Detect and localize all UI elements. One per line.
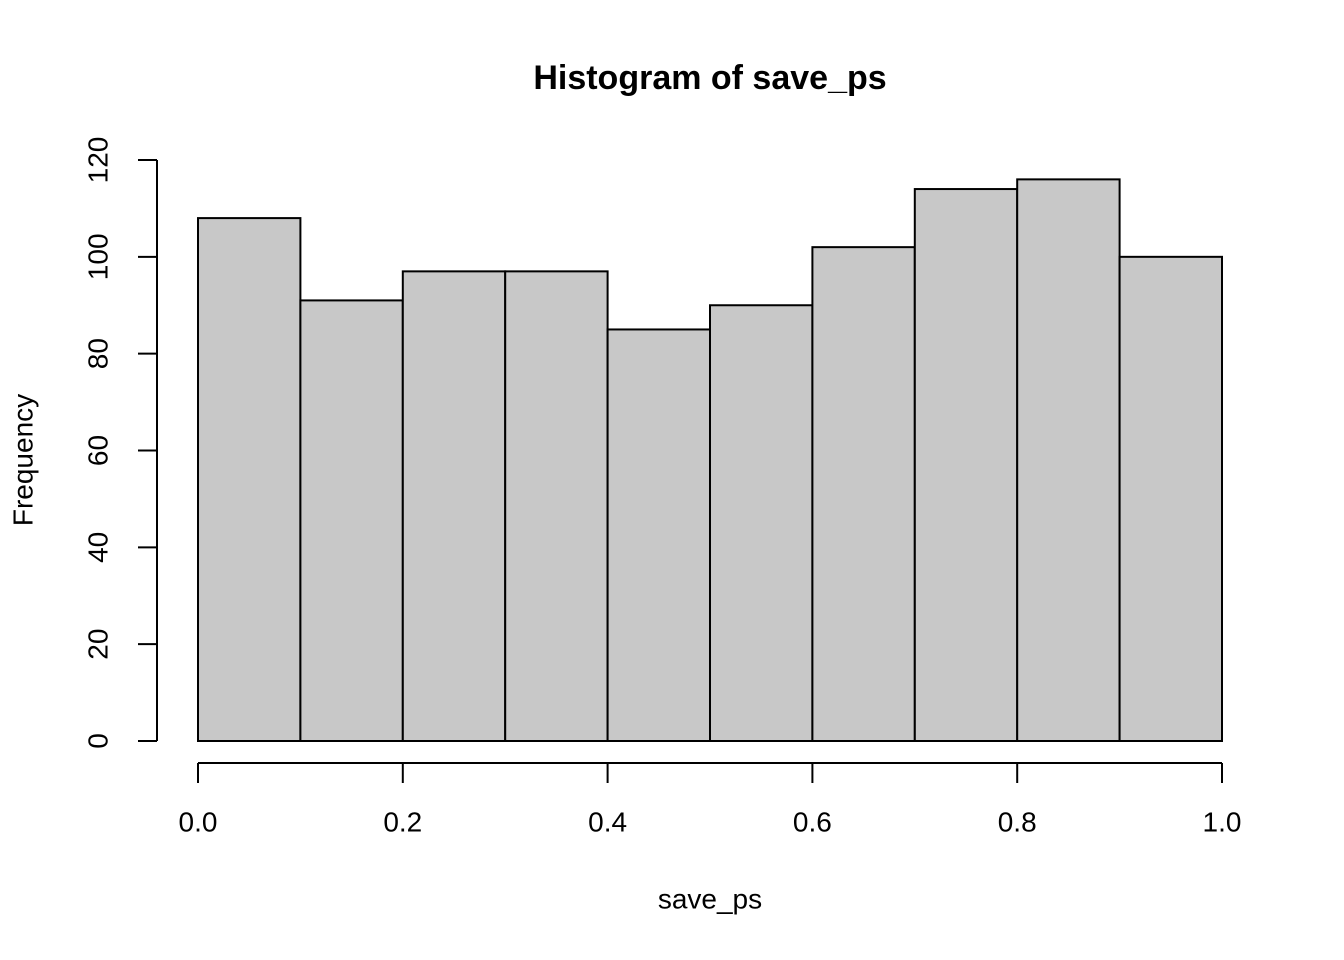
bar	[1118, 255, 1223, 742]
bar	[606, 328, 711, 742]
bar	[197, 217, 302, 743]
bar	[811, 246, 916, 742]
x-tick-label: 0.2	[383, 806, 422, 837]
bar	[913, 188, 1019, 743]
x-tick-label: 0.6	[793, 806, 832, 837]
y-tick-label: 40	[82, 532, 113, 563]
x-tick-label: 0.8	[998, 806, 1037, 837]
x-tick-label: 0.0	[179, 806, 218, 837]
bar	[504, 270, 609, 742]
bar	[299, 299, 404, 742]
bar	[709, 304, 814, 742]
y-tick-label: 0	[82, 733, 113, 749]
bar	[401, 270, 507, 742]
y-tick-label: 120	[82, 137, 113, 184]
bar	[1016, 178, 1121, 743]
chart-title: Histogram of save_ps	[533, 59, 886, 97]
y-tick-label: 80	[82, 338, 113, 369]
x-tick-label: 1.0	[1203, 806, 1242, 837]
x-tick-label: 0.4	[588, 806, 627, 837]
y-axis-label: Frequency	[7, 394, 38, 526]
y-tick-label: 20	[82, 629, 113, 660]
y-tick-label: 100	[82, 233, 113, 280]
x-axis-label: save_ps	[658, 883, 762, 914]
y-tick-label: 60	[82, 435, 113, 466]
